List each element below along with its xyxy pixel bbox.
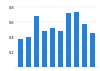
Bar [26,37,31,67]
Bar [50,28,55,67]
Bar [42,31,47,67]
Bar [58,31,63,67]
Bar [74,12,79,67]
Bar [90,33,95,67]
Bar [82,24,87,67]
Bar [34,16,39,67]
Bar [66,13,71,67]
Bar [18,39,23,67]
